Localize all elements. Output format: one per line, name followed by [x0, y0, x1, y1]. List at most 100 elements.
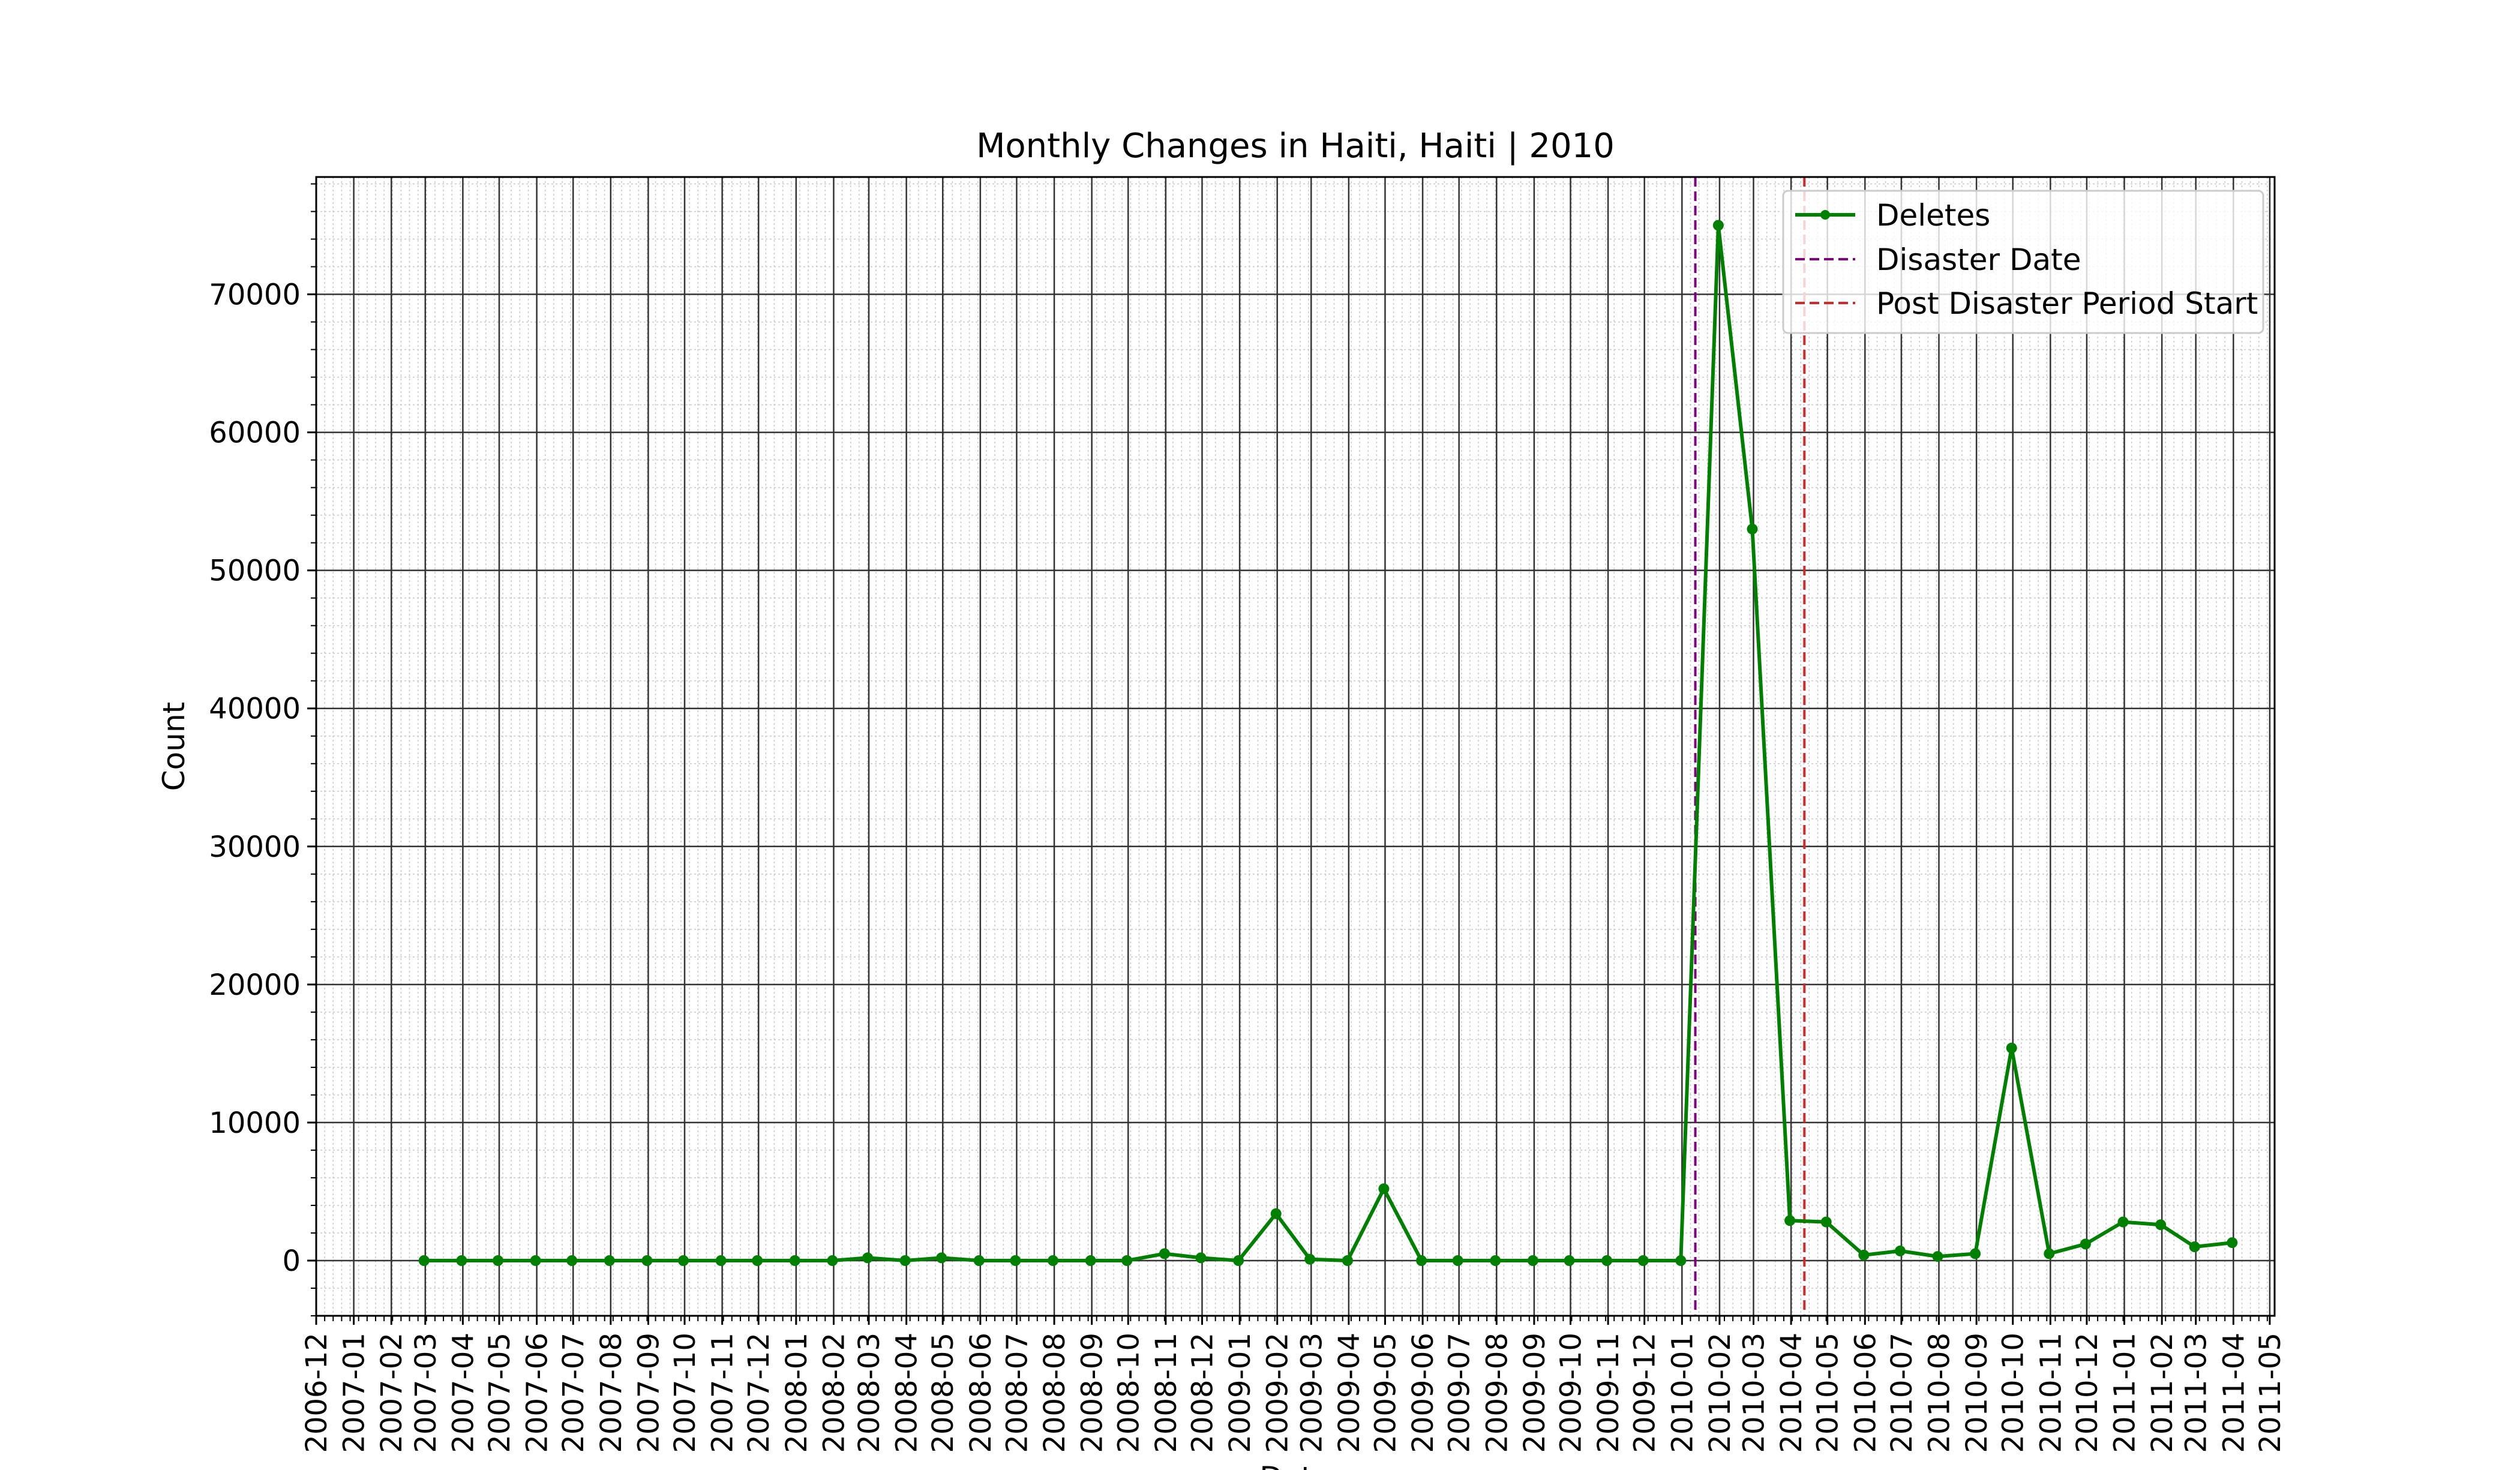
deletes-point	[1564, 1255, 1575, 1266]
x-tick-label: 2010-05	[1811, 1333, 1845, 1453]
legend-disaster-date-label: Disaster Date	[1876, 242, 2081, 277]
x-tick-label: 2010-02	[1703, 1333, 1737, 1453]
deletes-point	[678, 1255, 689, 1266]
x-tick-label: 2008-09	[1076, 1333, 1109, 1453]
deletes-point	[1858, 1249, 1870, 1261]
deletes-point	[456, 1255, 467, 1266]
legend-box	[1782, 190, 2264, 334]
deletes-point	[1121, 1255, 1133, 1266]
deletes-point	[2117, 1216, 2129, 1228]
deletes-point	[1601, 1255, 1613, 1266]
x-tick-label: 2008-11	[1150, 1333, 1183, 1453]
y-tick-label: 0	[282, 1244, 301, 1278]
major-grid	[315, 177, 2275, 1316]
x-tick-label: 2008-03	[853, 1333, 886, 1453]
deletes-point	[1747, 523, 1758, 535]
y-axis-label: Count	[157, 702, 191, 791]
reference-lines	[1694, 177, 1806, 1316]
x-tick-label: 2009-02	[1261, 1333, 1295, 1453]
x-tick-label: 2011-02	[2146, 1333, 2179, 1453]
deletes-point	[1932, 1251, 1943, 1262]
x-tick-label: 2009-05	[1369, 1333, 1402, 1453]
deletes-point	[1048, 1255, 1058, 1266]
deletes-point	[789, 1255, 800, 1266]
x-tick-label: 2010-06	[1849, 1333, 1882, 1453]
x-tick-label: 2010-07	[1885, 1333, 1919, 1453]
x-tick-label: 2009-10	[1554, 1333, 1588, 1453]
x-tick-label: 2007-01	[338, 1333, 371, 1453]
x-tick-label: 2008-10	[1112, 1333, 1145, 1453]
x-tick-label: 2007-04	[446, 1333, 480, 1453]
deletes-point	[1342, 1255, 1353, 1266]
y-tick-label: 30000	[209, 830, 301, 864]
x-tick-label: 2007-06	[521, 1333, 554, 1453]
deletes-point	[1894, 1245, 1906, 1256]
deletes-point	[1378, 1183, 1390, 1195]
deletes-point	[1490, 1255, 1501, 1266]
x-tick-label: 2008-07	[1000, 1333, 1034, 1453]
x-tick-label: 2007-07	[557, 1333, 590, 1453]
deletes-point	[2044, 1248, 2055, 1259]
x-tick-label: 2010-12	[2071, 1333, 2104, 1453]
x-tick-label: 2011-03	[2180, 1333, 2213, 1453]
x-tick-label: 2007-03	[409, 1333, 443, 1453]
deletes-point	[2155, 1219, 2167, 1231]
deletes-point	[1416, 1255, 1427, 1266]
x-tick-label: 2009-08	[1480, 1333, 1514, 1453]
deletes-point	[1452, 1255, 1463, 1266]
x-tick-label: 2007-09	[632, 1333, 665, 1453]
x-tick-label: 2009-11	[1592, 1333, 1625, 1453]
x-tick-label: 2008-04	[890, 1333, 924, 1453]
deletes-point	[1304, 1253, 1316, 1265]
y-axis: 0 10000 20000 30000 40000 50000 60000 70000	[209, 183, 316, 1316]
x-tick-label: 2008-12	[1186, 1333, 1219, 1453]
deletes-point	[418, 1255, 430, 1266]
x-tick-label: 2010-10	[1997, 1333, 2030, 1453]
deletes-point	[2080, 1238, 2091, 1250]
minor-grid	[316, 177, 2275, 1316]
deletes-point	[641, 1255, 653, 1266]
y-tick-label: 50000	[209, 554, 301, 588]
x-tick-label: 2007-08	[595, 1333, 628, 1453]
x-tick-label: 2007-12	[742, 1333, 776, 1453]
y-tick-label: 20000	[209, 968, 301, 1002]
x-tick-label: 2009-09	[1518, 1333, 1552, 1453]
deletes-point	[2189, 1241, 2200, 1252]
deletes-point	[566, 1255, 578, 1266]
legend-deletes-label: Deletes	[1876, 198, 1990, 233]
deletes-point	[862, 1252, 873, 1264]
x-tick-label: 2009-03	[1295, 1333, 1328, 1453]
deletes-point	[827, 1255, 838, 1266]
plot-frame	[315, 176, 2276, 1317]
deletes-point	[493, 1255, 503, 1266]
x-tick-label: 2009-04	[1333, 1333, 1366, 1453]
x-tick-label: 2008-08	[1038, 1333, 1072, 1453]
deletes-point	[2227, 1237, 2238, 1249]
deletes-point	[1637, 1255, 1649, 1266]
chart-title: Monthly Changes in Haiti, Haiti | 2010	[976, 127, 1615, 166]
x-tick-label: 2008-02	[817, 1333, 851, 1453]
deletes-point	[715, 1255, 727, 1266]
deletes-point	[1085, 1255, 1096, 1266]
x-tick-label: 2010-04	[1775, 1333, 1808, 1453]
x-tick-label: 2006-12	[300, 1333, 334, 1453]
x-tick-label: 2009-12	[1628, 1333, 1662, 1453]
x-tick-label: 2007-10	[668, 1333, 702, 1453]
x-axis-label: Date	[1259, 1460, 1331, 1470]
deletes-line	[424, 223, 2233, 1262]
x-tick-label: 2010-11	[2034, 1333, 2068, 1453]
legend-deletes-marker	[1820, 210, 1830, 220]
deletes-point	[1820, 1216, 1832, 1228]
y-tick-label: 40000	[209, 692, 301, 726]
x-tick-label: 2007-05	[483, 1333, 517, 1453]
deletes-point	[604, 1255, 615, 1266]
y-tick-label: 60000	[209, 416, 301, 450]
deletes-point	[1527, 1255, 1538, 1266]
y-tick-label: 10000	[209, 1106, 301, 1140]
x-tick-label: 2007-02	[375, 1333, 409, 1453]
deletes-point	[936, 1252, 947, 1264]
deletes-point	[899, 1255, 911, 1266]
x-tick-label: 2009-01	[1223, 1333, 1257, 1453]
x-tick-label: 2008-06	[964, 1333, 998, 1453]
